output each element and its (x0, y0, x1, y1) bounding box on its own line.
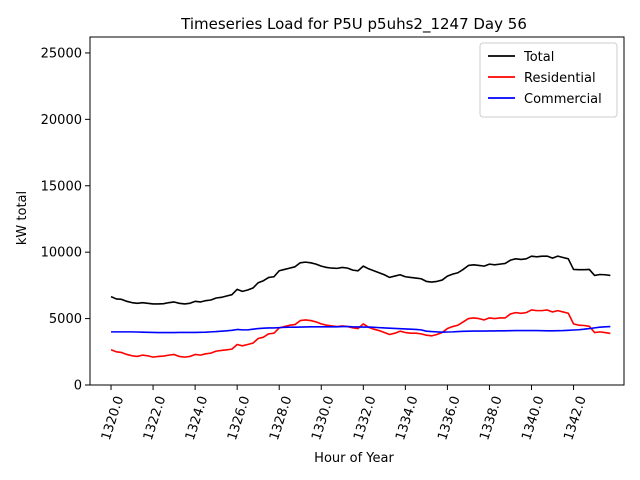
legend-label-commercial: Commercial (524, 92, 602, 107)
y-tick-label: 20000 (41, 113, 82, 128)
series-line-commercial (111, 325, 611, 334)
y-tick-label: 25000 (41, 46, 82, 61)
y-axis-label: kW total (15, 191, 30, 245)
legend: Total Residential Commercial (479, 42, 618, 118)
y-axis: 0 5000 10000 15000 20000 25000 (41, 46, 90, 394)
y-tick-label: 15000 (41, 179, 82, 194)
chart-title: Timeseries Load for P5U p5uhs2_1247 Day … (180, 15, 527, 34)
series-layer (110, 255, 611, 358)
axes-border (89, 36, 625, 386)
y-tick-label: 0 (74, 379, 82, 394)
legend-label-total: Total (523, 50, 554, 65)
x-axis-label: Hour of Year (314, 451, 394, 466)
y-tick-label: 5000 (49, 312, 82, 327)
y-tick-label: 10000 (41, 246, 82, 261)
series-line-total (110, 255, 611, 305)
legend-label-residential: Residential (524, 71, 596, 86)
axes-frame (89, 36, 625, 386)
